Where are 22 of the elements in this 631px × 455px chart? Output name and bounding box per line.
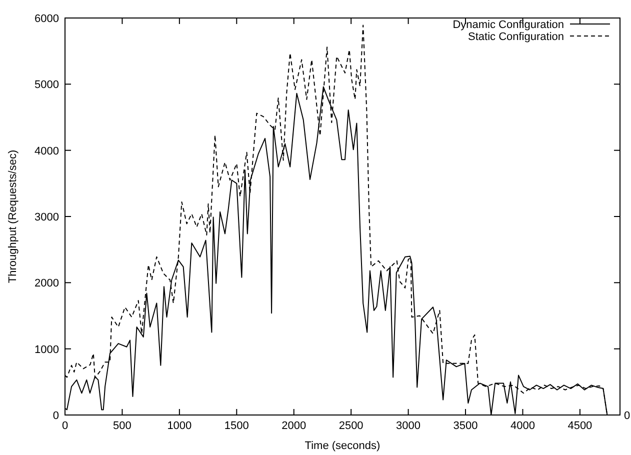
x-tick-label: 500 <box>113 420 132 432</box>
x-tick-label: 1000 <box>167 420 192 432</box>
text: 0 <box>624 410 630 422</box>
y-tick-label: 1000 <box>34 344 59 356</box>
x-tick-label: 3500 <box>453 420 478 432</box>
y-tick-label: 3000 <box>34 212 59 224</box>
y-tick-label: 6000 <box>34 13 59 25</box>
y-tick-label: 4000 <box>34 145 59 158</box>
y-tick-label: 0 <box>52 410 59 422</box>
x-axis-title: Time (seconds) <box>304 440 380 452</box>
x-tick-label: 0 <box>62 420 68 432</box>
x-tick-label: 2000 <box>282 420 306 432</box>
y-tick-label: 2000 <box>34 278 59 290</box>
legend-label: Static Configuration <box>468 31 564 43</box>
y-axis-title: Throughput (Requests/sec) <box>7 150 19 284</box>
legend-label: Dynamic Configuration <box>452 19 564 31</box>
x-tick-label: 3000 <box>396 420 421 432</box>
x-tick-label: 2500 <box>338 420 364 432</box>
x-tick-label: 4500 <box>568 420 592 432</box>
y-tick-label: 5000 <box>34 79 59 92</box>
x-tick-label: 1500 <box>224 420 249 432</box>
x-tick-label: 4000 <box>510 420 535 432</box>
